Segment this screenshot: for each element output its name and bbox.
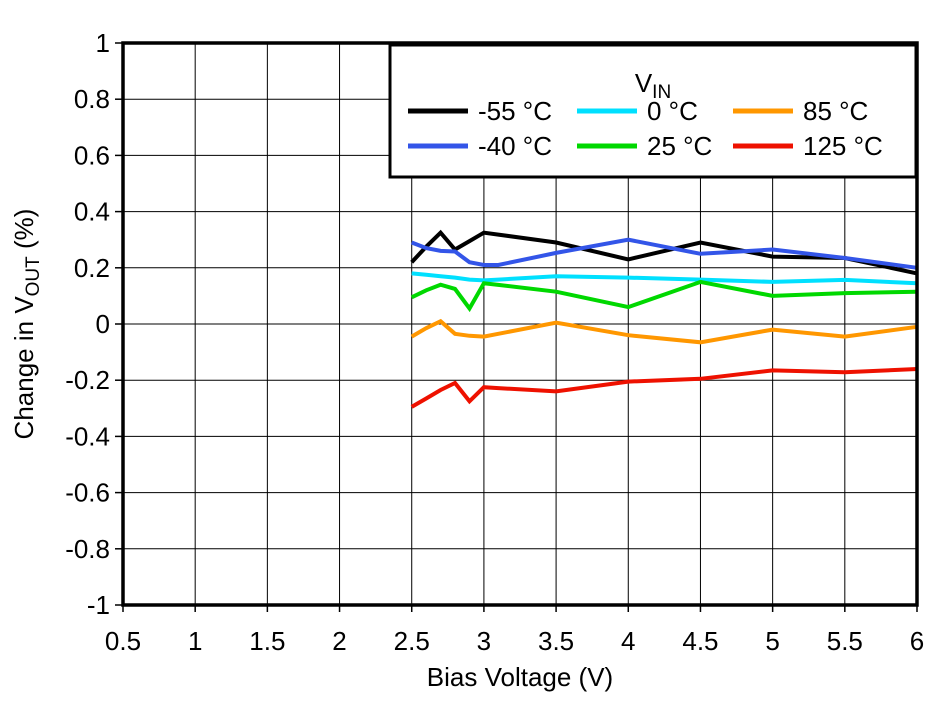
x-axis-title: Bias Voltage (V) — [427, 662, 613, 692]
x-tick-label-5: 5 — [765, 626, 779, 656]
y-axis-title: Change in VOUT (%) — [9, 209, 44, 440]
x-tick-label-2.5: 2.5 — [394, 626, 430, 656]
y-tick-label--0.6: -0.6 — [65, 478, 110, 508]
y-tick-label-1: 1 — [96, 28, 110, 58]
x-tick-label-4: 4 — [621, 626, 635, 656]
y-tick-label-0: 0 — [96, 309, 110, 339]
legend-label-40-c: -40 °C — [478, 131, 552, 161]
legend-label-55-c: -55 °C — [478, 96, 552, 126]
legend-label-125-c: 125 °C — [803, 131, 883, 161]
x-tick-label-2: 2 — [332, 626, 346, 656]
x-tick-label-1: 1 — [188, 626, 202, 656]
series-line-55-c — [410, 229, 918, 276]
y-tick-label--0.4: -0.4 — [65, 421, 110, 451]
legend-label-25-c: 25 °C — [647, 131, 712, 161]
x-tick-label-3.5: 3.5 — [538, 626, 574, 656]
x-tick-label-3: 3 — [477, 626, 491, 656]
y-tick-label-0.8: 0.8 — [74, 84, 110, 114]
legend-title: VIN — [635, 68, 671, 103]
x-tick-label-6: 6 — [910, 626, 924, 656]
plot-border — [121, 41, 919, 607]
y-tick-label--0.8: -0.8 — [65, 534, 110, 564]
series-line-85-c — [410, 318, 918, 345]
series-line-25-c — [410, 279, 918, 313]
x-tick-label-5.5: 5.5 — [827, 626, 863, 656]
legend-label-85-c: 85 °C — [803, 96, 868, 126]
y-tick-label--1: -1 — [87, 590, 110, 620]
x-tick-label-1.5: 1.5 — [249, 626, 285, 656]
series-line-0-c — [411, 271, 918, 286]
y-tick-label-0.6: 0.6 — [74, 140, 110, 170]
legend-box — [388, 43, 918, 179]
y-tick-label-0.4: 0.4 — [74, 197, 110, 227]
y-tick-label--0.2: -0.2 — [65, 365, 110, 395]
y-tick-label-0.2: 0.2 — [74, 253, 110, 283]
x-tick-label-4.5: 4.5 — [682, 626, 718, 656]
series-line-125-c — [410, 367, 918, 409]
series-line-40-c — [410, 237, 918, 270]
legend-label-0-c: 0 °C — [647, 96, 698, 126]
x-tick-label-0.5: 0.5 — [105, 626, 141, 656]
